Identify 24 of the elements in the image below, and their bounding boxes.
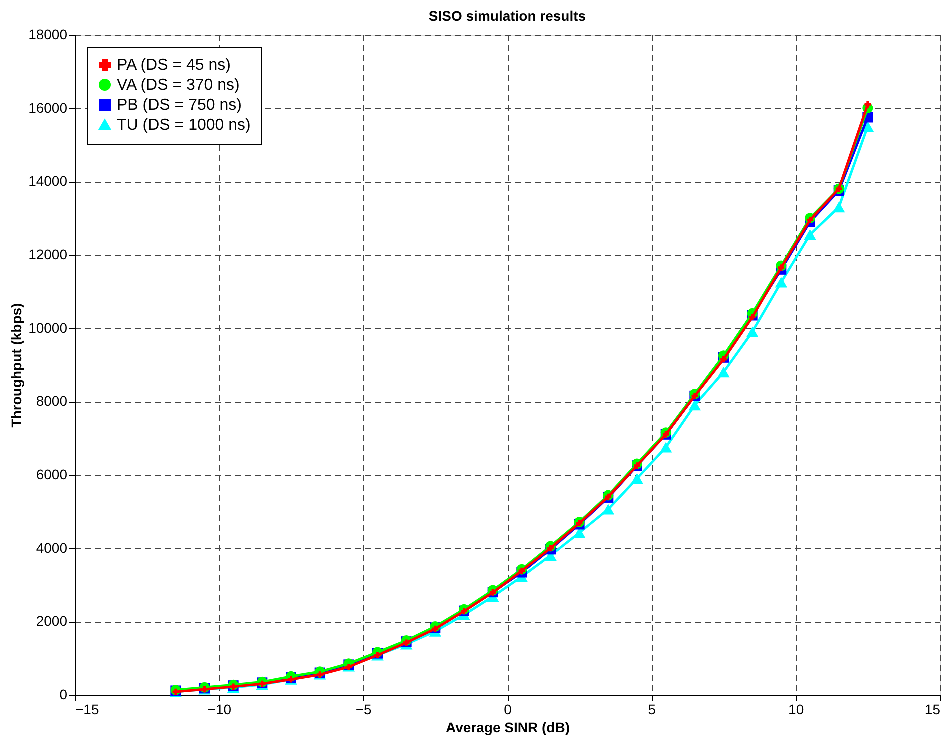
y-tick-label: 2000: [36, 613, 68, 630]
y-tick-label: 6000: [36, 466, 68, 482]
x-tick-label: 15: [924, 702, 941, 718]
legend-label: TU (DS = 1000 ns): [117, 117, 251, 134]
y-tick-label: 14000: [28, 173, 68, 190]
x-tick-label: −5: [356, 702, 372, 718]
legend-label: PA (DS = 45 ns): [117, 57, 231, 74]
y-tick-label: 8000: [36, 393, 68, 410]
x-tick-label: 5: [648, 702, 656, 718]
y-axis-title: Throughput (kbps): [8, 303, 25, 428]
legend-label: VA (DS = 370 ns): [117, 77, 240, 94]
y-tick-label: 4000: [36, 540, 68, 556]
y-tick-label: 0: [60, 686, 68, 702]
x-tick-label: −10: [208, 702, 232, 718]
x-tick-label: −15: [76, 702, 100, 718]
y-tick-label: 16000: [28, 100, 68, 116]
y-tick-label: 10000: [28, 320, 68, 336]
x-tick-label: 10: [788, 702, 804, 718]
y-tick-label: 12000: [28, 246, 68, 262]
chart-title: SISO simulation results: [428, 8, 586, 24]
x-axis-title: Average SINR (dB): [446, 720, 570, 736]
y-tick-label: 18000: [28, 26, 68, 42]
legend-label: PB (DS = 750 ns): [117, 97, 242, 114]
x-tick-label: 0: [504, 702, 512, 718]
